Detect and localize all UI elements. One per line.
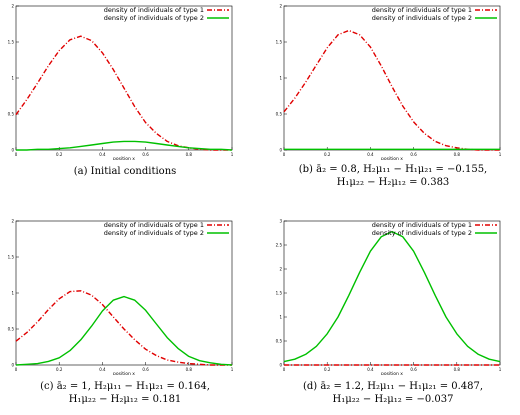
chart-panel-b: 0 0.2 0.4 0.6 0.8 1 0 0.5 1 1.5 2 position x density… bbox=[268, 0, 518, 163]
series-line-type-1 bbox=[15, 35, 232, 151]
y-tick-label: 0.5 bbox=[276, 112, 283, 117]
x-tick-label: 0.8 bbox=[454, 367, 461, 372]
y-tick-label: 1 bbox=[279, 315, 282, 320]
series-line-type-2 bbox=[283, 230, 501, 363]
x-tick-label: 0.6 bbox=[142, 367, 149, 372]
x-tick-label: 0.2 bbox=[324, 367, 331, 372]
plot-frame bbox=[283, 5, 501, 151]
y-tick-label: 0 bbox=[279, 148, 282, 153]
plot-frame bbox=[283, 220, 501, 366]
x-tick-label: 0.8 bbox=[186, 152, 193, 157]
x-tick-label: 0.8 bbox=[186, 367, 193, 372]
legend-label-type-2: density of individuals of type 2 bbox=[372, 229, 472, 237]
caption-c-line2: H₁μ₂₂ − H₂μ₁₂ = 0.181 bbox=[68, 394, 182, 405]
x-tick-label: 0 bbox=[283, 152, 286, 157]
caption-d-line2: H₁μ₂₂ − H₂μ₁₂ = −0.037 bbox=[332, 394, 454, 405]
x-tick-label: 0.8 bbox=[454, 152, 461, 157]
chart-panel-a: 0 0.2 0.4 0.6 0.8 1 0 0.5 1 1.5 2 position x density… bbox=[0, 0, 250, 163]
y-tick-label: 1.5 bbox=[8, 255, 15, 260]
x-axis-label: position x bbox=[381, 371, 403, 375]
chart-d: 0 0.2 0.4 0.6 0.8 1 0 0.5 1 1.5 2 2.5 3 position x den… bbox=[276, 219, 502, 378]
caption-a-text: (a) Initial conditions bbox=[73, 166, 177, 177]
legend-label-type-1: density of individuals of type 1 bbox=[372, 6, 472, 14]
y-tick-label: 1 bbox=[11, 76, 14, 81]
y-tick-label: 1.5 bbox=[276, 291, 283, 296]
y-tick-label: 2 bbox=[11, 4, 14, 9]
y-tick-label: 0.5 bbox=[276, 339, 283, 344]
y-tick-label: 2 bbox=[279, 267, 282, 272]
legend-label-type-2: density of individuals of type 2 bbox=[104, 14, 204, 22]
x-tick-label: 0 bbox=[15, 367, 18, 372]
y-tick-label: 1.5 bbox=[8, 40, 15, 45]
x-tick-label: 1 bbox=[499, 367, 502, 372]
y-tick-label: 1 bbox=[11, 291, 14, 296]
x-tick-label: 0.4 bbox=[367, 367, 374, 372]
y-tick-label: 2.5 bbox=[276, 243, 283, 248]
plot-frame bbox=[15, 220, 233, 366]
series-line-type-1 bbox=[283, 29, 500, 151]
chart-panel-d: 0 0.2 0.4 0.6 0.8 1 0 0.5 1 1.5 2 2.5 3 position x den… bbox=[268, 215, 518, 378]
x-tick-label: 0 bbox=[15, 152, 18, 157]
caption-a: (a) Initial conditions bbox=[0, 165, 250, 178]
y-tick-label: 0.5 bbox=[8, 112, 15, 117]
legend-label-type-1: density of individuals of type 1 bbox=[372, 221, 472, 229]
series-line-type-2 bbox=[16, 140, 233, 151]
legend-label-type-1: density of individuals of type 1 bbox=[104, 221, 204, 229]
x-tick-label: 1 bbox=[231, 367, 234, 372]
chart-panel-c: 0 0.2 0.4 0.6 0.8 1 0 0.5 1 1.5 2 position x density… bbox=[0, 215, 250, 378]
y-tick-label: 0 bbox=[279, 363, 282, 368]
x-tick-label: 0.2 bbox=[324, 152, 331, 157]
x-tick-label: 0.2 bbox=[56, 367, 63, 372]
x-tick-label: 0.6 bbox=[410, 367, 417, 372]
chart-a: 0 0.2 0.4 0.6 0.8 1 0 0.5 1 1.5 2 position x density… bbox=[8, 4, 234, 163]
y-tick-label: 2 bbox=[11, 219, 14, 224]
series-line-type-2 bbox=[15, 295, 233, 366]
legend-label-type-1: density of individuals of type 1 bbox=[104, 6, 204, 14]
y-tick-label: 0.5 bbox=[8, 327, 15, 332]
plot-frame bbox=[15, 5, 233, 151]
series-line-type-1 bbox=[15, 290, 232, 366]
x-tick-label: 0.4 bbox=[99, 152, 106, 157]
legend-label-type-2: density of individuals of type 2 bbox=[104, 229, 204, 237]
chart-b: 0 0.2 0.4 0.6 0.8 1 0 0.5 1 1.5 2 position x density… bbox=[276, 4, 502, 163]
caption-c-line1: (c) ā₂ = 1, H₂μ₁₁ − H₁μ₂₁ = 0.164, bbox=[40, 381, 210, 392]
x-tick-label: 0.4 bbox=[99, 367, 106, 372]
caption-c: (c) ā₂ = 1, H₂μ₁₁ − H₁μ₂₁ = 0.164, H₁μ₂₂… bbox=[0, 380, 250, 406]
y-tick-label: 3 bbox=[279, 219, 282, 224]
legend-label-type-2: density of individuals of type 2 bbox=[372, 14, 472, 22]
x-axis-label: position x bbox=[113, 371, 135, 375]
x-axis-label: position x bbox=[381, 156, 403, 160]
y-tick-label: 0 bbox=[11, 363, 14, 368]
x-axis-label: position x bbox=[113, 156, 135, 160]
x-tick-label: 1 bbox=[231, 152, 234, 157]
caption-d: (d) ā₂ = 1.2, H₂μ₁₁ − H₁μ₂₁ = 0.487, H₁μ… bbox=[268, 380, 518, 406]
caption-b-line2: H₁μ₂₂ − H₂μ₁₂ = 0.383 bbox=[336, 177, 450, 188]
caption-b: (b) ā₂ = 0.8, H₂μ₁₁ − H₁μ₂₁ = −0.155, H₁… bbox=[268, 163, 518, 189]
caption-b-line1: (b) ā₂ = 0.8, H₂μ₁₁ − H₁μ₂₁ = −0.155, bbox=[298, 164, 488, 175]
y-tick-label: 2 bbox=[279, 4, 282, 9]
x-tick-label: 0.2 bbox=[56, 152, 63, 157]
x-tick-label: 0.4 bbox=[367, 152, 374, 157]
x-tick-label: 0 bbox=[283, 367, 286, 372]
x-tick-label: 1 bbox=[499, 152, 502, 157]
x-tick-label: 0.6 bbox=[142, 152, 149, 157]
y-tick-label: 0 bbox=[11, 148, 14, 153]
chart-c: 0 0.2 0.4 0.6 0.8 1 0 0.5 1 1.5 2 position x density… bbox=[8, 219, 234, 378]
caption-d-line1: (d) ā₂ = 1.2, H₂μ₁₁ − H₁μ₂₁ = 0.487, bbox=[302, 381, 484, 392]
y-tick-label: 1.5 bbox=[276, 40, 283, 45]
x-tick-label: 0.6 bbox=[410, 152, 417, 157]
y-tick-label: 1 bbox=[279, 76, 282, 81]
